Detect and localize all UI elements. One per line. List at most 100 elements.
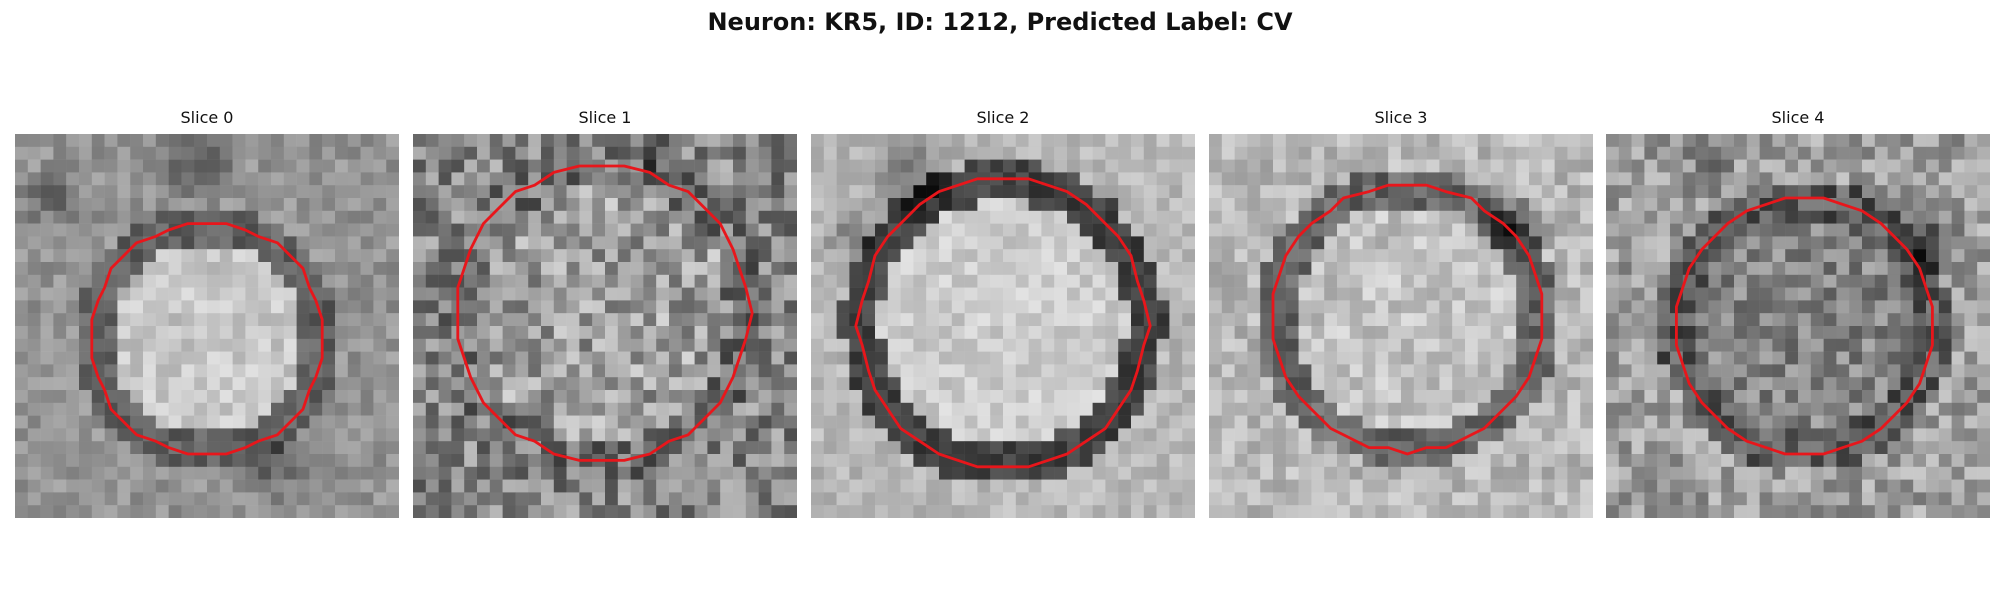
- pixel: [91, 402, 105, 416]
- pixel: [464, 185, 478, 199]
- pixel: [1041, 377, 1055, 391]
- pixel: [811, 377, 825, 391]
- pixel: [1567, 364, 1581, 378]
- pixel: [27, 172, 41, 186]
- pixel: [1028, 402, 1042, 416]
- pixel: [360, 210, 374, 224]
- pixel: [1913, 492, 1927, 506]
- pixel: [784, 300, 797, 314]
- pixel: [207, 351, 221, 365]
- pixel: [1452, 505, 1466, 518]
- pixel: [515, 300, 529, 314]
- pixel: [1746, 274, 1760, 288]
- pixel: [1260, 326, 1274, 340]
- pixel: [309, 262, 323, 276]
- pixel: [1887, 146, 1901, 160]
- pixel: [477, 287, 491, 301]
- pixel: [990, 300, 1004, 314]
- pixel: [811, 274, 825, 288]
- pixel: [643, 287, 657, 301]
- pixel: [155, 402, 169, 416]
- pixel: [1554, 364, 1568, 378]
- pixel: [27, 198, 41, 212]
- pixel: [1298, 377, 1312, 391]
- pixel: [656, 159, 670, 173]
- pixel: [117, 466, 131, 480]
- pixel: [1554, 428, 1568, 442]
- pixel: [1798, 274, 1812, 288]
- pixel: [413, 454, 427, 468]
- pixel: [438, 492, 452, 506]
- pixel: [207, 300, 221, 314]
- pixel: [1015, 274, 1029, 288]
- pixel: [1247, 402, 1261, 416]
- pixel: [1541, 236, 1555, 250]
- pixel: [1209, 402, 1223, 416]
- pixel: [1746, 249, 1760, 263]
- pixel: [1169, 300, 1183, 314]
- pixel: [489, 134, 503, 148]
- pixel: [502, 146, 516, 160]
- pixel: [1977, 210, 1990, 224]
- pixel: [27, 338, 41, 352]
- pixel: [1362, 364, 1376, 378]
- pixel: [1810, 479, 1824, 493]
- pixel: [425, 364, 439, 378]
- pixel: [1041, 159, 1055, 173]
- pixel: [1964, 454, 1978, 468]
- pixel: [669, 377, 683, 391]
- pixel: [1746, 210, 1760, 224]
- pixel: [784, 390, 797, 404]
- pixel: [181, 364, 195, 378]
- pixel: [1567, 287, 1581, 301]
- pixel: [1477, 377, 1491, 391]
- pixel: [386, 441, 399, 455]
- pixel: [1926, 249, 1940, 263]
- pixel: [1759, 223, 1773, 237]
- pixel: [1143, 338, 1157, 352]
- pixel: [1926, 492, 1940, 506]
- pixel: [745, 274, 759, 288]
- pixel: [939, 274, 953, 288]
- pixel: [1349, 377, 1363, 391]
- pixel: [617, 172, 631, 186]
- pixel: [1606, 492, 1620, 506]
- pixel: [1388, 249, 1402, 263]
- pixel: [1169, 441, 1183, 455]
- pixel: [887, 159, 901, 173]
- pixel: [360, 326, 374, 340]
- pixel: [1951, 146, 1965, 160]
- pixel: [939, 338, 953, 352]
- pixel: [1734, 492, 1748, 506]
- pixel: [977, 428, 991, 442]
- pixel: [15, 236, 29, 250]
- pixel: [181, 492, 195, 506]
- pixel: [1182, 338, 1195, 352]
- pixel: [720, 198, 734, 212]
- pixel: [1618, 390, 1632, 404]
- pixel: [117, 479, 131, 493]
- pixel: [1452, 313, 1466, 327]
- pixel: [1529, 441, 1543, 455]
- pixel: [541, 300, 555, 314]
- pixel: [1426, 415, 1440, 429]
- pixel: [720, 146, 734, 160]
- pixel: [1311, 198, 1325, 212]
- pixel: [271, 300, 285, 314]
- pixel: [425, 236, 439, 250]
- pixel: [1465, 210, 1479, 224]
- pixel: [553, 492, 567, 506]
- pixel: [1003, 300, 1017, 314]
- pixel: [1092, 262, 1106, 276]
- pixel: [15, 134, 29, 148]
- pixel: [79, 198, 93, 212]
- pixel: [1938, 402, 1952, 416]
- pixel: [617, 466, 631, 480]
- pixel: [309, 390, 323, 404]
- pixel: [219, 454, 233, 468]
- pixel: [1759, 287, 1773, 301]
- pixel: [900, 505, 914, 518]
- pixel: [130, 326, 144, 340]
- pixel: [1823, 134, 1837, 148]
- pixel: [347, 236, 361, 250]
